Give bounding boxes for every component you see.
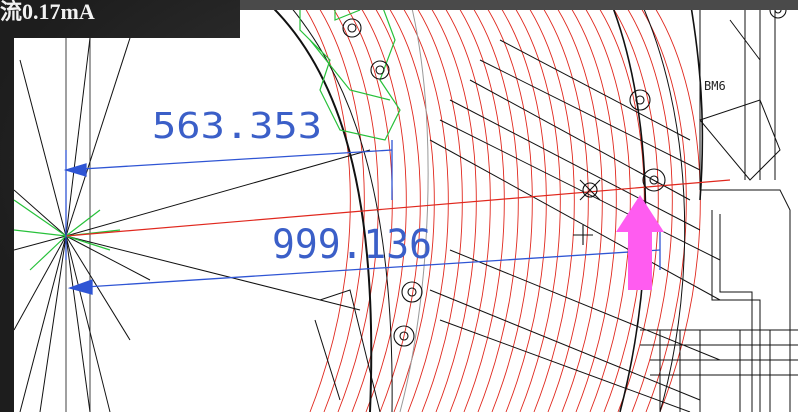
red-contour-arc xyxy=(425,0,477,412)
red-contour-arc xyxy=(509,0,561,412)
red-contour-arc xyxy=(397,0,449,412)
red-contour-arc xyxy=(313,0,365,412)
red-contour-arc xyxy=(467,0,519,412)
red-contour-arc xyxy=(649,0,701,412)
red-contour-arc xyxy=(551,0,603,412)
red-contour-arc xyxy=(383,0,435,412)
red-contour-arc xyxy=(565,0,617,412)
red-contour-arc xyxy=(481,0,533,412)
red-contour-arc xyxy=(369,0,421,412)
red-contour-arc xyxy=(327,0,379,412)
red-contour-arc xyxy=(635,0,687,412)
red-contour-arc xyxy=(411,0,463,412)
highlight-arrow xyxy=(616,195,664,290)
red-centerline xyxy=(65,179,731,237)
green-parts xyxy=(14,0,401,271)
red-contour-arc xyxy=(523,0,575,412)
part-label: BM6 xyxy=(704,79,726,93)
slide-title: 流0.17mA xyxy=(0,0,95,24)
red-contour-arc xyxy=(453,0,505,412)
dimension-label-1: 563.353 xyxy=(152,106,322,147)
red-contour-arc xyxy=(537,0,589,412)
dimension-label-2: 999.136 xyxy=(272,222,432,268)
red-contour-arc xyxy=(621,0,673,412)
red-contour-arc xyxy=(299,0,351,412)
structure-lines xyxy=(14,0,798,412)
bolt-holes xyxy=(342,1,787,347)
red-contour-arc xyxy=(495,0,547,412)
red-contour-arc xyxy=(593,0,645,412)
red-contour-arcs xyxy=(299,0,701,412)
red-contour-arc xyxy=(355,0,407,412)
red-contour-arc xyxy=(579,0,631,412)
dimension-lines xyxy=(63,140,661,295)
red-contour-arc xyxy=(439,0,491,412)
top-bar xyxy=(240,0,798,10)
